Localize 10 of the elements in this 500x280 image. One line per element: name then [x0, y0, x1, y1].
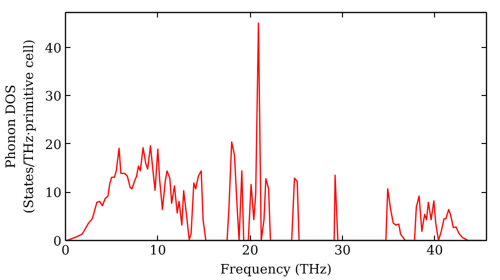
y-tick-label: 20: [44, 138, 62, 153]
x-tick-label: 40: [426, 244, 444, 258]
y-tick-label: 10: [44, 186, 62, 202]
x-tick-label: 30: [334, 244, 351, 258]
x-tick-label: 20: [242, 244, 258, 258]
x-tick-label: 10: [150, 244, 166, 258]
y-axis-title: Phonon DOS (States/THz·primitive cell): [4, 39, 37, 214]
y-tick-label: 30: [44, 90, 62, 105]
x-axis-title: Frequency (THz): [220, 262, 332, 278]
y-tick-label: 40: [44, 41, 62, 56]
